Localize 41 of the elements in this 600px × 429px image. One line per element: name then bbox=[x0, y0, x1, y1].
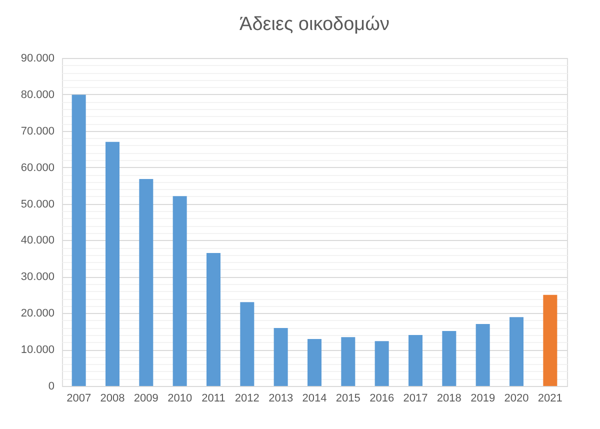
bar bbox=[510, 317, 524, 386]
x-tick-label: 2020 bbox=[504, 392, 529, 404]
y-tick-label: 50.000 bbox=[20, 198, 54, 210]
x-tick-label: 2009 bbox=[134, 392, 158, 404]
y-tick-label: 90.000 bbox=[20, 52, 54, 64]
x-tick-label: 2012 bbox=[234, 392, 260, 404]
y-tick-label: 30.000 bbox=[20, 271, 54, 284]
y-tick-label: 10.000 bbox=[20, 344, 54, 356]
x-tick-label: 2007 bbox=[66, 392, 92, 404]
x-tick-label: 2015 bbox=[336, 392, 360, 404]
y-tick-label: 0 bbox=[48, 380, 54, 392]
bar bbox=[442, 330, 456, 386]
bar bbox=[274, 328, 288, 386]
bar bbox=[374, 341, 389, 386]
bar bbox=[139, 178, 154, 386]
x-tick-label: 2013 bbox=[268, 392, 294, 404]
bar bbox=[240, 302, 254, 386]
x-tick-label: 2008 bbox=[100, 392, 125, 404]
bar bbox=[72, 94, 86, 386]
x-tick-label: 2021 bbox=[538, 392, 562, 404]
bar bbox=[543, 294, 558, 386]
bar bbox=[341, 337, 356, 386]
bar bbox=[308, 338, 322, 386]
bar bbox=[206, 252, 220, 386]
y-tick-label: 40.000 bbox=[20, 234, 54, 247]
y-tick-label: 60.000 bbox=[20, 162, 54, 174]
x-tick-label: 2019 bbox=[470, 392, 496, 404]
bar bbox=[476, 324, 490, 386]
y-tick-label: 80.000 bbox=[20, 88, 54, 101]
y-tick-label: 20.000 bbox=[20, 308, 54, 320]
x-tick-label: 2018 bbox=[436, 392, 462, 404]
bar bbox=[106, 142, 120, 386]
x-tick-label: 2017 bbox=[403, 392, 428, 404]
bar bbox=[408, 334, 422, 386]
bar bbox=[172, 196, 187, 386]
x-tick-label: 2014 bbox=[302, 392, 327, 404]
x-tick-label: 2011 bbox=[202, 392, 226, 404]
x-tick-label: 2016 bbox=[370, 392, 394, 404]
chart-title: Άδειες οικοδομών bbox=[240, 14, 390, 35]
y-tick-label: 70.000 bbox=[20, 125, 54, 138]
x-tick-label: 2010 bbox=[168, 392, 192, 404]
